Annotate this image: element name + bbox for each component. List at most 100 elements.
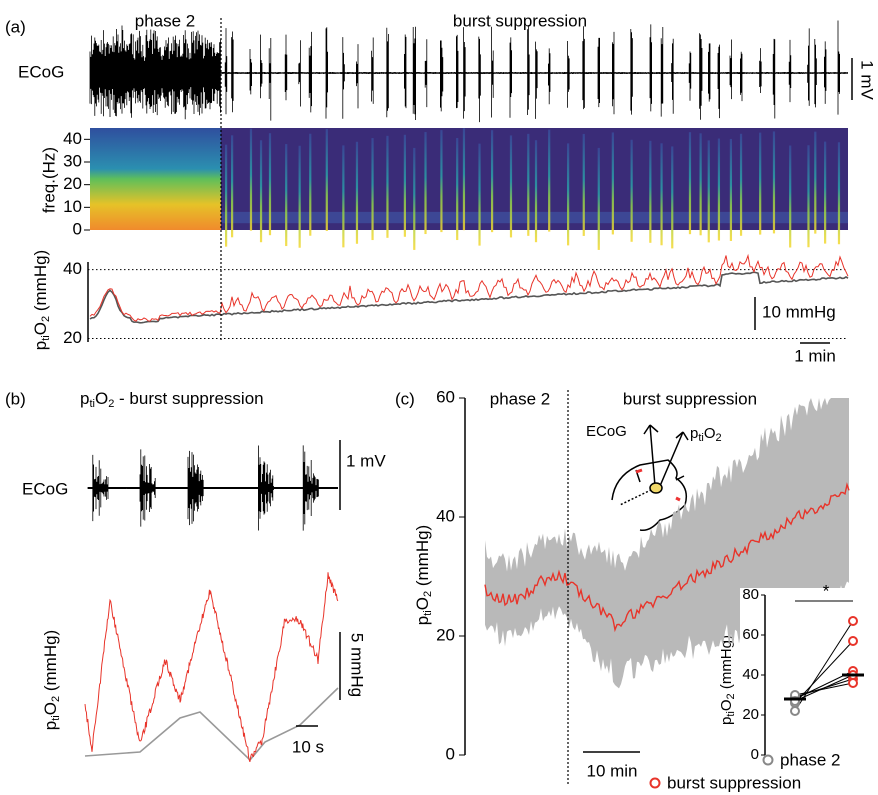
scale-label: 5 mmHg [348,633,367,697]
subscript: ti [89,398,95,410]
spectrogram-burst [527,133,530,236]
y-tick-label: 80 [742,586,759,603]
spectrogram-burst [567,143,570,246]
axis-title: ptiO2 (mmHg) [413,525,433,625]
baseline-trace [89,271,849,324]
legend-label: phase 2 [780,750,841,769]
spectrogram-burst [739,133,743,236]
spectrogram-burst [729,138,733,241]
spectrogram-burst [707,140,710,243]
spectrogram-burst [611,132,614,235]
panel-label: (b) [5,389,26,408]
label-part: p [80,389,89,408]
subscript: ti [422,610,434,616]
y-tick-label: 60 [436,387,455,406]
scale-label: 1 mV [346,451,386,470]
pair-line [794,682,854,696]
label-part: O [31,322,50,335]
y-tick-label: 0 [446,744,455,763]
spectrogram-burst [597,147,600,250]
spectrogram-burst [582,133,585,236]
subscript: 2 [422,591,434,597]
spectrogram-burst [717,138,721,241]
axis-title: ptiO2 (mmHg) [718,635,737,725]
label-part: O [704,425,716,442]
y-tick-label: 10 [63,197,82,216]
significance: * [823,581,830,600]
scale-label: 10 min [586,761,637,780]
subscript: 2 [716,432,722,444]
burst-label: burst suppression [453,11,587,30]
head-diagram [611,424,689,532]
po2-trace [84,572,339,763]
scale-label: 1 mV [858,60,877,100]
subscript: 2 [40,316,52,322]
subscript: ti [725,711,737,717]
spectrogram-burst [824,141,827,244]
spectrogram-burst [371,138,374,241]
scale-label: 10 s [292,737,324,756]
markers [635,468,681,502]
spectrogram-burst [837,142,841,245]
spectrogram-burst [490,130,494,233]
spectrogram-burst [298,145,301,248]
y-tick-label: 40 [63,129,82,148]
label-part: (mmHg) [413,525,432,591]
diagram-label: ECoG [586,423,627,440]
axis-title: ptiO2 (mmHg) [31,250,51,350]
y-tick-label: 0 [751,746,759,763]
spectrogram-burst [456,138,459,241]
legend-marker [649,777,661,789]
y-tick-label: 20 [63,328,82,347]
spectrogram-burst [534,140,538,243]
spectrogram-band [90,211,848,224]
panel-label: (a) [5,17,26,36]
spectrogram-burst [671,146,674,249]
subscript: 2 [725,693,737,699]
y-tick-label: 40 [63,259,82,278]
y-tick-label: 40 [742,666,759,683]
spectrogram-burst [699,133,702,236]
label-part: p [31,341,50,350]
y-tick-label: 60 [742,626,759,643]
electrodes [643,424,689,487]
spectrogram-burst [478,143,481,246]
label-part: p [718,717,735,725]
spectrogram-burst [325,128,328,231]
subscript: 2 [50,696,62,702]
po2-trace [89,253,849,322]
legend-label: burst suppression [667,773,801,792]
scale-label: 10 mmHg [762,302,836,321]
mean-trace [484,482,850,633]
label-part: p [413,616,432,625]
pair-line [794,620,854,712]
spectrogram-burst [548,129,551,232]
electrode-line [619,487,656,506]
spectrogram-burst [413,147,416,250]
y-tick-label: 20 [742,706,759,723]
spectrogram-burst [649,140,652,243]
panel-label: (c) [395,389,415,408]
spectrogram-burst [309,133,312,236]
phase-label: phase 2 [135,11,196,30]
spectrogram-burst [249,128,253,231]
spectrogram-burst [440,130,443,233]
spectrogram-burst [285,144,288,247]
spectrogram-burst [462,128,466,231]
subscript: ti [40,335,52,341]
label-part: (mmHg) [31,250,50,316]
point [848,636,858,646]
point [848,678,858,688]
spectrogram-burst [630,139,633,242]
spectrogram-burst [231,135,234,238]
spectrogram-burst [509,135,513,238]
burst-label: burst suppression [623,389,757,408]
point [848,616,858,626]
spectrogram-burst [259,140,263,243]
axis-title: freq.(Hz) [39,147,58,213]
spectrogram-burst [759,132,762,235]
spectrogram-phase [90,128,221,230]
phase-label: phase 2 [490,389,551,408]
axis-title: ptiO2 (mmHg) [41,630,61,730]
